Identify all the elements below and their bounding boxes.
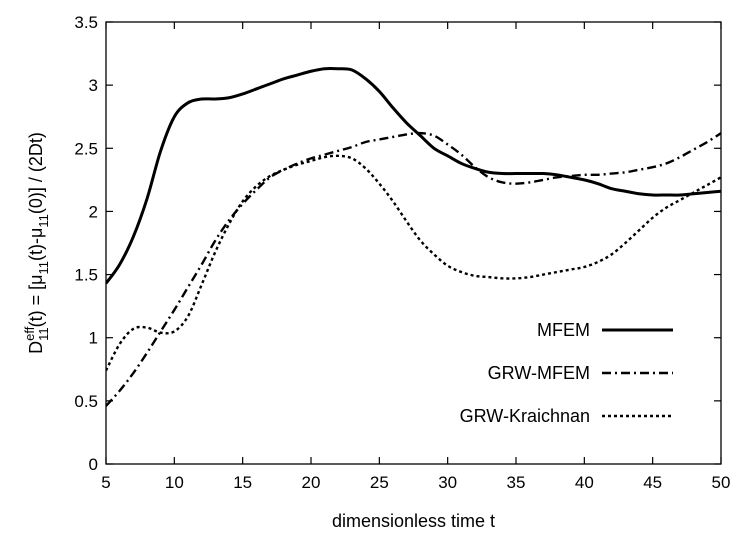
y-tick-label: 3.5 [74, 13, 98, 32]
plot-frame [105, 21, 722, 465]
x-tick-label: 10 [165, 473, 184, 492]
x-tick-label: 50 [712, 473, 731, 492]
y-axis-label-sub1: 11 [36, 261, 51, 275]
x-tick-label: 40 [575, 473, 594, 492]
x-tick-label: 45 [643, 473, 662, 492]
y-axis-label-subscript: 11 [36, 327, 51, 341]
legend: MFEM GRW-MFEM GRW-Kraichnan [460, 320, 673, 426]
x-tick-label: 25 [370, 473, 389, 492]
series-line-grw-kraichnan [106, 154, 721, 372]
series-layer [106, 66, 721, 407]
y-tick-label: 2 [89, 202, 98, 221]
y-axis-label-base: D [26, 341, 46, 354]
axis-ticks: 5 10 15 20 25 30 35 40 45 50 0 0.5 1 1.5 2 2.5 3 3.5 [74, 13, 730, 492]
x-tick-label: 35 [507, 473, 526, 492]
x-tick-label: 30 [438, 473, 457, 492]
y-axis-label: Deff11(t) = [μ11(t)-μ11(0)] / (2Dt) [22, 132, 51, 354]
legend-label: MFEM [537, 320, 590, 340]
x-tick-label: 20 [302, 473, 321, 492]
y-axis-label-mid: (t)-μ [26, 228, 46, 261]
y-tick-label: 0 [89, 455, 98, 474]
y-tick-label: 0.5 [74, 392, 98, 411]
y-tick-label: 2.5 [74, 139, 98, 158]
y-axis-label-sub2: 11 [36, 214, 51, 228]
legend-label: GRW-Kraichnan [460, 406, 590, 426]
x-tick-label: 15 [233, 473, 252, 492]
legend-label: GRW-MFEM [488, 363, 590, 383]
y-tick-label: 1.5 [74, 266, 98, 285]
y-axis-label-superscript: eff [22, 326, 37, 341]
y-tick-label: 3 [89, 76, 98, 95]
x-axis-label: dimensionless time t [332, 511, 495, 531]
x-tick-label: 5 [101, 473, 110, 492]
y-axis-label-tail: (0)] / (2Dt) [26, 132, 46, 214]
series-line-grw-mfem [106, 131, 721, 407]
y-axis-label-arg: (t) = [μ [26, 275, 46, 328]
y-tick-label: 1 [89, 329, 98, 348]
series-line-mfem [106, 66, 721, 285]
